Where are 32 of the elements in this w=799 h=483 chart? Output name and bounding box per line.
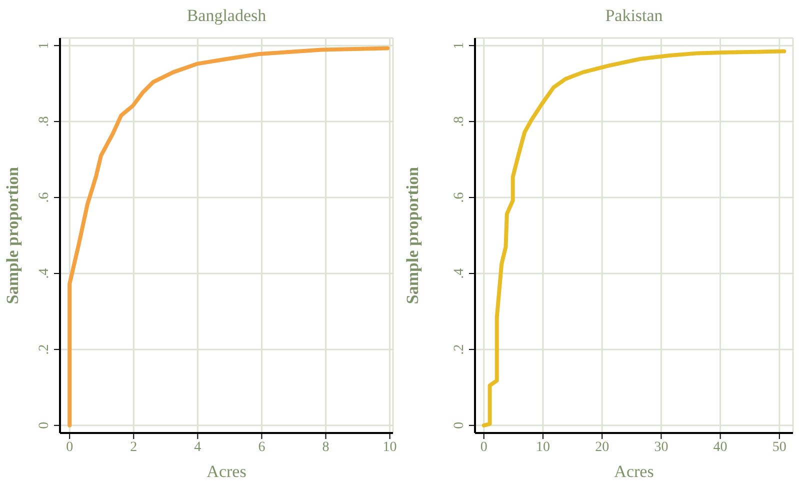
y-tick-label: .2 <box>37 344 52 355</box>
x-tick-label: 4 <box>194 440 202 455</box>
chart-title: Bangladesh <box>186 6 268 26</box>
x-tick-label: 6 <box>258 440 266 455</box>
x-tick-label: 8 <box>322 440 330 455</box>
y-tick-label: .6 <box>452 192 467 203</box>
y-tick-label: .4 <box>37 268 52 279</box>
y-tick-label: 1 <box>452 42 467 50</box>
y-tick-label: .6 <box>37 192 52 203</box>
y-tick-label: .8 <box>452 116 467 127</box>
line-series <box>68 46 390 428</box>
x-axis-title: Acres <box>614 462 654 481</box>
x-tick-label: 40 <box>713 440 728 455</box>
x-tick-label: 50 <box>772 440 786 455</box>
x-tick-label: 10 <box>382 440 397 455</box>
y-tick-label: 1 <box>37 42 52 50</box>
y-tick-label: .8 <box>37 116 52 127</box>
line-series <box>482 49 786 428</box>
y-tick-label: 0 <box>452 422 467 429</box>
x-tick-label: 30 <box>654 440 668 455</box>
x-tick-label: 0 <box>480 440 488 455</box>
y-axis-title: Sample proportion <box>403 166 422 304</box>
y-tick-label: 0 <box>37 422 52 429</box>
chart-title: Pakistan <box>604 6 664 26</box>
x-axis-title: Acres <box>206 462 246 481</box>
x-tick-label: 0 <box>66 440 74 455</box>
y-axis-title: Sample proportion <box>3 166 22 304</box>
x-tick-label: 20 <box>595 440 610 455</box>
x-tick-label: 10 <box>536 440 550 455</box>
x-tick-label: 2 <box>130 440 138 455</box>
y-tick-label: .4 <box>452 268 467 279</box>
y-tick-label: .2 <box>452 344 467 355</box>
